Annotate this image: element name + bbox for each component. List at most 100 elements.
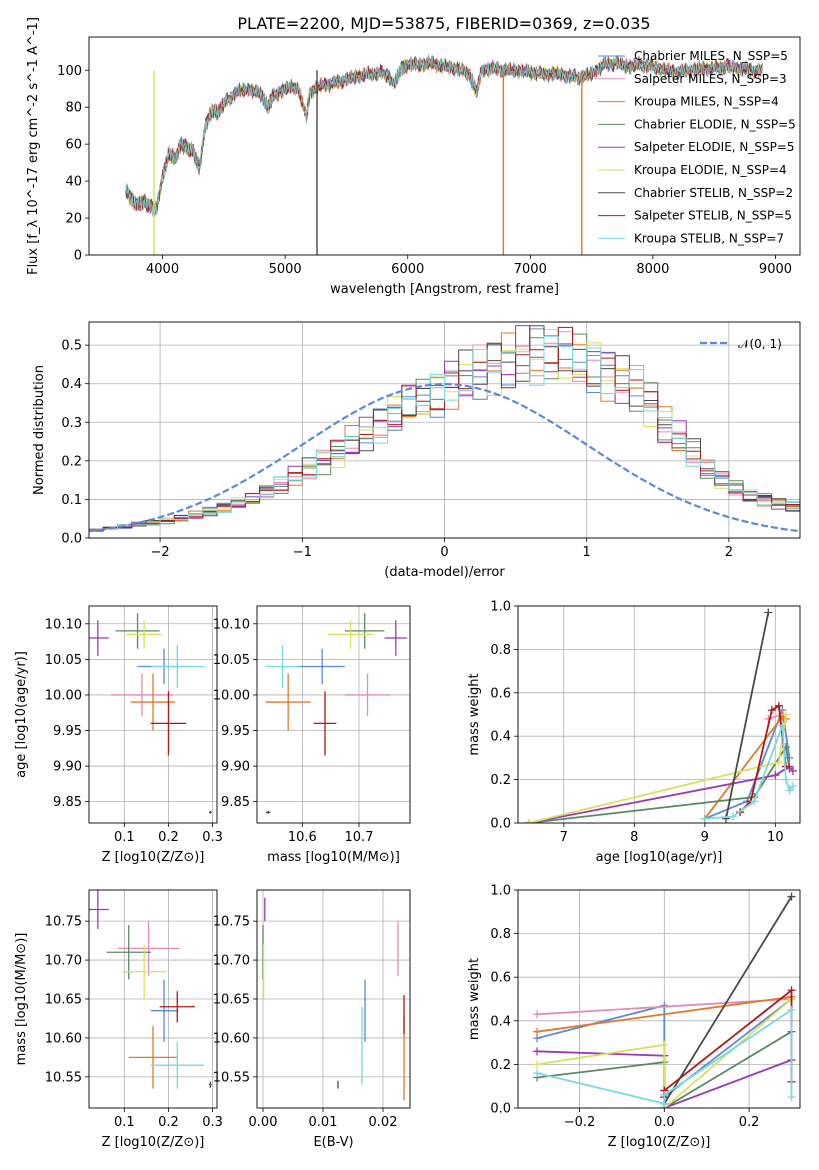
plot-area bbox=[524, 608, 797, 823]
weight-line bbox=[528, 765, 794, 823]
y-axis-label: mass weight bbox=[467, 673, 482, 755]
x-tick-label: 10.7 bbox=[345, 830, 374, 845]
legend-entry: Kroupa ELODIE, N_SSP=4 bbox=[634, 163, 787, 177]
weight-line bbox=[725, 612, 770, 819]
axes-frame bbox=[88, 321, 801, 539]
y-tick-label: 10.70 bbox=[213, 954, 250, 969]
y-tick-label: 9.90 bbox=[221, 760, 250, 775]
weight-marker bbox=[787, 986, 796, 995]
x-tick-label: 2 bbox=[725, 545, 733, 560]
axes-frame bbox=[517, 605, 801, 824]
plot-area bbox=[533, 892, 796, 1108]
y-tick-label: 10.75 bbox=[45, 915, 82, 930]
legend-entry: Chabrier MILES, N_SSP=5 bbox=[634, 49, 788, 63]
y-tick-label: 100 bbox=[57, 64, 82, 79]
histogram-series bbox=[89, 325, 800, 532]
weight-marker bbox=[787, 1005, 796, 1014]
y-tick-label: 0.2 bbox=[61, 454, 82, 469]
weight-marker bbox=[533, 1060, 542, 1069]
y-axis-label: mass weight bbox=[467, 958, 482, 1040]
weight-marker bbox=[788, 766, 797, 775]
x-tick-label: 0.02 bbox=[369, 1115, 398, 1130]
histogram-series bbox=[89, 332, 800, 532]
weight-marker bbox=[781, 775, 790, 784]
x-axis-label: (data-model)/error bbox=[384, 565, 505, 580]
y-axis-label: Flux [f_λ 10^-17 erg cm^-2 s^-1 A^-1] bbox=[26, 17, 41, 275]
y-tick-label: 0 bbox=[74, 249, 82, 264]
y-tick-label: 10.65 bbox=[213, 993, 250, 1008]
axes-frame bbox=[256, 889, 411, 1109]
histogram-series bbox=[89, 329, 800, 531]
histogram-series bbox=[89, 326, 800, 530]
axes-frame bbox=[256, 605, 411, 824]
y-tick-label: 60 bbox=[65, 138, 82, 153]
x-tick-label: 0.0 bbox=[654, 1115, 675, 1130]
plot-area bbox=[262, 897, 405, 1101]
weight-line bbox=[528, 744, 791, 823]
y-tick-label: 0.8 bbox=[490, 927, 511, 942]
x-tick-label: 7000 bbox=[514, 262, 547, 277]
weight-marker bbox=[787, 1093, 796, 1102]
weight-line bbox=[536, 995, 792, 1033]
y-tick-label: 9.95 bbox=[221, 724, 250, 739]
legend-entry: Salpeter STELIB, N_SSP=5 bbox=[634, 209, 792, 223]
weight-marker bbox=[660, 1040, 669, 1049]
y-tick-label: 0.1 bbox=[61, 493, 82, 508]
legend-entry: Kroupa STELIB, N_SSP=7 bbox=[634, 231, 784, 245]
x-tick-label: 10.6 bbox=[288, 830, 317, 845]
x-tick-label: 7 bbox=[560, 830, 568, 845]
y-tick-label: 10.65 bbox=[45, 993, 82, 1008]
y-tick-label: 0.8 bbox=[490, 643, 511, 658]
panel-spectrum: 4000 5000 6000 7000 8000 9000 0 20 40 60 80 100 wave… bbox=[26, 14, 801, 297]
axes-frame bbox=[517, 889, 801, 1109]
legend-entry: Salpeter MILES, N_SSP=3 bbox=[634, 72, 787, 86]
panel-weight-vs-Z: −0.2 0.0 0.2 0.0 0.2 0.4 0.6 0.8 1.0 Z [log10(Z/Z… bbox=[467, 884, 801, 1150]
x-axis-label: age [log10(age/yr)] bbox=[596, 850, 723, 865]
x-axis-label: E(B-V) bbox=[313, 1135, 353, 1150]
y-tick-label: 0.6 bbox=[490, 686, 511, 701]
y-tick-label: 9.90 bbox=[53, 760, 82, 775]
x-tick-label: 0 bbox=[440, 545, 448, 560]
y-tick-label: 10.60 bbox=[213, 1031, 250, 1046]
axes-frame bbox=[88, 36, 801, 256]
weight-marker bbox=[533, 1027, 542, 1036]
x-tick-label: 0.01 bbox=[309, 1115, 338, 1130]
weight-marker bbox=[774, 758, 783, 767]
y-tick-label: 1.0 bbox=[490, 884, 511, 899]
x-tick-label: 5000 bbox=[269, 262, 302, 277]
x-tick-label: 1 bbox=[583, 545, 591, 560]
x-tick-label: 9 bbox=[701, 830, 709, 845]
y-tick-label: 0.4 bbox=[490, 1014, 511, 1029]
y-tick-label: 20 bbox=[65, 212, 82, 227]
legend-entry: Salpeter ELODIE, N_SSP=5 bbox=[634, 140, 795, 154]
y-tick-label: 10.55 bbox=[45, 1070, 82, 1085]
weight-marker bbox=[774, 701, 783, 710]
panel-age-vs-mass: 10.6 10.7 9.85 9.90 9.95 10.00 10.05 10.10 mass … bbox=[213, 605, 411, 865]
weight-line bbox=[537, 998, 792, 1016]
weight-marker bbox=[787, 892, 796, 901]
y-tick-label: 10.00 bbox=[213, 688, 250, 703]
plot-area bbox=[265, 613, 408, 814]
axes-frame bbox=[88, 605, 218, 824]
x-axis-label: Z [log10(Z/Z⊙)] bbox=[608, 1135, 711, 1150]
y-tick-label: 9.85 bbox=[53, 795, 82, 810]
weight-marker bbox=[750, 797, 759, 806]
weight-marker bbox=[660, 1090, 669, 1099]
weight-marker bbox=[788, 782, 797, 791]
weight-line bbox=[663, 896, 793, 1105]
y-tick-label: 0.4 bbox=[61, 377, 82, 392]
panel-weight-vs-age: 7 8 9 10 0.0 0.2 0.4 0.6 0.8 1.0 age [log10(age/yr… bbox=[467, 600, 801, 865]
y-tick-label: 80 bbox=[65, 101, 82, 116]
x-tick-label: 4000 bbox=[146, 262, 179, 277]
weight-marker bbox=[660, 1001, 669, 1010]
weight-marker bbox=[785, 786, 794, 795]
weight-marker bbox=[767, 706, 776, 715]
y-tick-label: 10.05 bbox=[45, 653, 82, 668]
plot-area bbox=[125, 54, 763, 255]
x-tick-label: 0.1 bbox=[114, 830, 135, 845]
weight-marker bbox=[764, 608, 773, 617]
x-axis-label: Z [log10(Z/Z⊙)] bbox=[102, 850, 205, 865]
y-tick-label: 10.70 bbox=[45, 954, 82, 969]
y-axis-label: age [log10(age/yr)] bbox=[14, 651, 29, 778]
weight-line bbox=[704, 706, 791, 820]
